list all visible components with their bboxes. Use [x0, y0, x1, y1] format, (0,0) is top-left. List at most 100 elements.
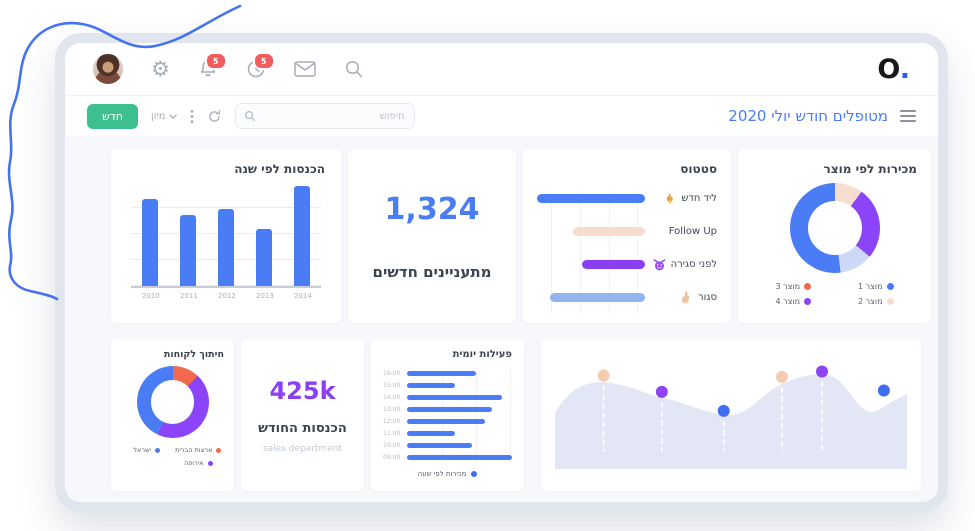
activity-row: 12:00	[383, 415, 512, 427]
activity-row: 09:00	[383, 451, 512, 463]
legend-item: אירופה	[184, 459, 213, 467]
new-leads-label: מתעניינים חדשים	[372, 262, 492, 281]
legend-item: מוצר 1	[858, 282, 894, 291]
page-title: מטופלים חודש יולי 2020	[728, 107, 888, 125]
status-bar	[537, 194, 645, 203]
year-bar	[294, 186, 310, 286]
search-input[interactable]	[262, 109, 407, 123]
yearly-labels: 2010 2011 2012 2013 2014	[131, 292, 321, 300]
year-label: 2010	[142, 292, 160, 300]
legend-item: ישראל	[133, 446, 161, 454]
monthly-income-sublabel: sales department	[262, 443, 343, 454]
card-title: מכירות לפי מוצר	[823, 162, 917, 176]
topbar-search-button[interactable]	[344, 59, 364, 79]
mail-button[interactable]	[294, 61, 316, 77]
trend-point	[775, 370, 788, 383]
daily-legend-label: מכירות לפי שעה	[417, 470, 467, 478]
card-trend	[541, 339, 921, 491]
status-row: סגור	[537, 281, 717, 314]
year-bar	[142, 199, 158, 286]
activity-bar	[407, 454, 512, 460]
legend-item: מוצר 4	[776, 297, 812, 306]
app-window: ⚙ 5 5	[55, 33, 948, 512]
topbar: ⚙ 5 5	[65, 43, 938, 96]
card-title: פעילות יומית	[452, 349, 512, 360]
status-label: ליד חדש	[645, 192, 717, 205]
year-bar	[180, 215, 196, 286]
history-button[interactable]: 5	[246, 52, 275, 79]
legend-dot	[155, 447, 161, 453]
legend-dot	[804, 298, 812, 305]
legend-dot	[471, 471, 478, 477]
activity-row: 15:00	[383, 379, 512, 391]
toolbar: חדש מיון	[65, 96, 938, 136]
status-bar	[572, 227, 645, 236]
legend-dot	[207, 460, 213, 466]
trend-point	[597, 369, 610, 382]
sort-dropdown[interactable]: מיון	[151, 111, 178, 122]
yearly-plot	[131, 186, 321, 288]
trend-svg	[555, 365, 907, 469]
notifications-button[interactable]: 5	[198, 52, 227, 79]
activity-bar	[407, 430, 456, 436]
status-row: Follow Up	[537, 215, 717, 248]
legend-dot	[804, 283, 812, 290]
status-row: לפני סגירה	[537, 248, 717, 281]
year-bar	[218, 209, 234, 286]
card-daily-activity: פעילות יומית 16:00 15:00 14:00 13:00 12:00 11…	[371, 339, 524, 491]
devil-icon	[653, 259, 665, 271]
trend-point	[816, 365, 828, 378]
year-label: 2013	[256, 292, 274, 300]
year-label: 2011	[180, 292, 198, 300]
dashboard-content: הכנסות לפי שנה 2010 2011 2012 2013 2014 1,32…	[65, 136, 938, 502]
card-title: הכנסות לפי שנה	[234, 162, 325, 176]
activity-bar	[407, 370, 477, 376]
brand-logo: O.	[877, 53, 910, 85]
activity-row: 10:00	[383, 439, 512, 451]
trend-point	[877, 384, 890, 397]
legend-dot	[216, 447, 222, 453]
year-bar	[256, 229, 272, 286]
mail-icon	[294, 61, 316, 77]
legend-dot	[886, 298, 894, 305]
more-options-button[interactable]	[190, 109, 194, 124]
daily-rows: 16:00 15:00 14:00 13:00 12:00 11:00 10:00 09:00	[383, 367, 512, 463]
refresh-button[interactable]	[207, 109, 222, 124]
trend-point	[655, 385, 668, 398]
activity-bar	[407, 394, 502, 400]
card-title: חיתוך לקוחות	[163, 349, 224, 360]
activity-bar	[407, 418, 485, 424]
kebab-icon	[191, 109, 194, 123]
legend-item: מוצר 2	[858, 297, 894, 306]
gear-icon: ⚙	[151, 56, 170, 81]
user-avatar[interactable]	[93, 54, 123, 84]
card-sales-by-product: מכירות לפי מוצר מוצר 1 מוצר 3 מוצר 2 מוצר 4	[738, 149, 931, 323]
refresh-icon	[209, 110, 221, 122]
new-button[interactable]: חדש	[87, 103, 138, 129]
activity-row: 14:00	[383, 391, 512, 403]
legend-item: ארצות הברית	[175, 446, 222, 454]
card-yearly-income: הכנסות לפי שנה 2010 2011 2012 2013 2014	[111, 149, 341, 323]
activity-bar	[407, 406, 493, 412]
year-label: 2012	[218, 292, 236, 300]
product-legend: מוצר 1 מוצר 3 מוצר 2 מוצר 4	[752, 282, 917, 306]
card-status: סטטוס ליד חדש Follow Up לפני סגירה סגור	[523, 149, 731, 323]
activity-row: 13:00	[383, 403, 512, 415]
status-rows: ליד חדש Follow Up לפני סגירה סגור	[537, 182, 717, 314]
activity-bar	[407, 382, 456, 388]
year-label: 2014	[294, 292, 312, 300]
monthly-income-value: 425k	[269, 376, 336, 405]
activity-row: 11:00	[383, 427, 512, 439]
status-label: Follow Up	[668, 226, 717, 237]
chevron-down-icon	[169, 113, 178, 119]
legend-dot	[886, 283, 894, 290]
activity-row: 16:00	[383, 367, 512, 379]
flame-icon	[667, 192, 674, 204]
settings-button[interactable]: ⚙	[151, 56, 170, 81]
menu-button[interactable]	[900, 110, 916, 122]
hand-icon	[681, 291, 690, 304]
activity-bar	[407, 442, 473, 448]
search-input-icon	[245, 111, 256, 122]
search-box[interactable]	[235, 103, 416, 129]
notification-badge: 5	[204, 52, 227, 70]
